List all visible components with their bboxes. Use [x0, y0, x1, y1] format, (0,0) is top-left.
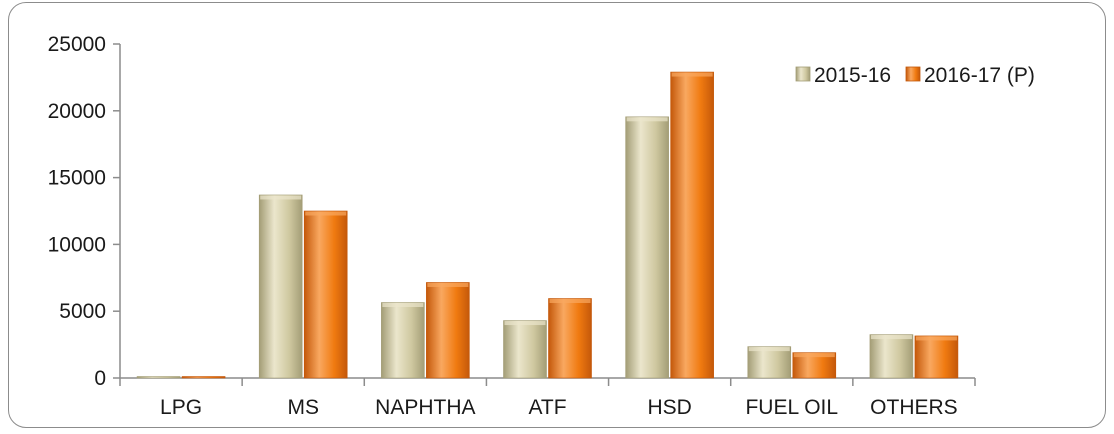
chart-bars: [136, 71, 959, 379]
y-tick-label: 0: [94, 367, 106, 390]
bar-cap: [549, 299, 591, 304]
bar-cap: [870, 335, 912, 340]
x-tick-label: FUEL OIL: [745, 396, 838, 419]
bar-fuel-oil-2015-16: [747, 346, 792, 379]
bar-cap: [504, 321, 546, 326]
bar-cap: [382, 303, 424, 308]
y-tick-label: 15000: [48, 167, 106, 190]
bar-ms-2015-16: [258, 194, 303, 379]
bar-naphtha-2015-16: [381, 302, 425, 379]
bar-lpg-2015-16: [136, 376, 181, 379]
bar-cap: [671, 72, 713, 77]
bar-cap: [748, 347, 790, 352]
y-tick-label: 5000: [59, 300, 106, 323]
bar-ms-2016-17-p-: [303, 210, 348, 379]
x-tick-label: OTHERS: [870, 396, 958, 419]
bar-atf-2016-17-p-: [548, 298, 592, 379]
legend-swatch: [795, 66, 811, 82]
chart-labels: 0 5000 10000 15000 20000 25000 LPG MS NAPHTHA ATF…: [48, 33, 958, 419]
bar-hsd-2015-16: [625, 116, 669, 379]
bar-cap: [793, 353, 835, 358]
bar-naphtha-2016-17-p-: [426, 282, 470, 379]
bar-cap: [427, 282, 469, 287]
legend-label: 2016-17 (P): [924, 64, 1035, 87]
y-tick-label: 10000: [48, 233, 106, 256]
chart-legend: 2015-16 2016-17 (P): [795, 64, 1035, 87]
bar-cap: [915, 336, 957, 341]
x-tick-label: NAPHTHA: [375, 396, 475, 419]
legend-swatch: [905, 66, 921, 82]
x-tick-label: MS: [287, 396, 319, 419]
bar-cap: [260, 195, 302, 200]
bar-cap: [305, 211, 347, 216]
x-tick-label: HSD: [647, 396, 691, 419]
legend-label: 2015-16: [814, 64, 891, 87]
bar-cap: [626, 117, 668, 122]
bar-lpg-2016-17-p-: [181, 376, 226, 379]
y-tick-label: 25000: [48, 33, 106, 56]
x-tick-label: ATF: [528, 396, 566, 419]
x-tick-label: LPG: [160, 396, 202, 419]
bar-others-2015-16: [869, 334, 914, 379]
bar-others-2016-17-p-: [914, 335, 959, 379]
bar-atf-2015-16: [503, 320, 547, 379]
bar-hsd-2016-17-p-: [670, 71, 714, 379]
y-tick-label: 20000: [48, 100, 106, 123]
